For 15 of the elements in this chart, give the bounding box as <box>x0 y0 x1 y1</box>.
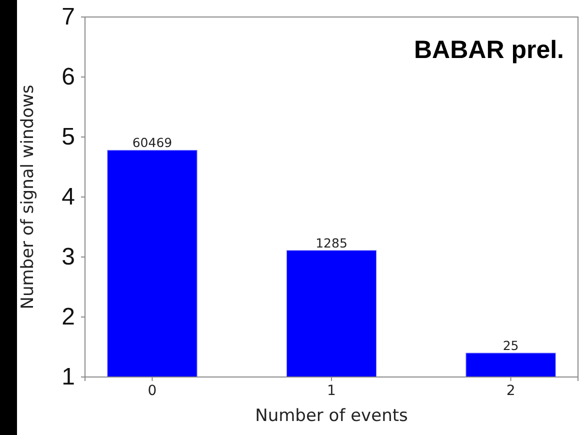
x-tick-label: 1 <box>327 382 336 399</box>
annotation: 25 <box>502 338 519 353</box>
y-tick-label: 7 <box>62 4 75 31</box>
y-tick-label: 4 <box>62 184 75 211</box>
x-axis-title: Number of events <box>255 406 408 426</box>
y-tick-label: 2 <box>62 304 75 331</box>
annotation: 1285 <box>316 235 348 250</box>
x-tick-label: 2 <box>506 382 516 399</box>
y-tick-label: 5 <box>62 124 75 151</box>
y-axis-title: Number of signal windows <box>18 84 38 310</box>
x-tick-label: 0 <box>148 382 157 399</box>
y-tick-label: 6 <box>62 64 75 91</box>
annotation: 60469 <box>132 135 172 150</box>
y-tick-label: 3 <box>62 244 75 271</box>
annotation: BABAR prel. <box>414 36 564 64</box>
